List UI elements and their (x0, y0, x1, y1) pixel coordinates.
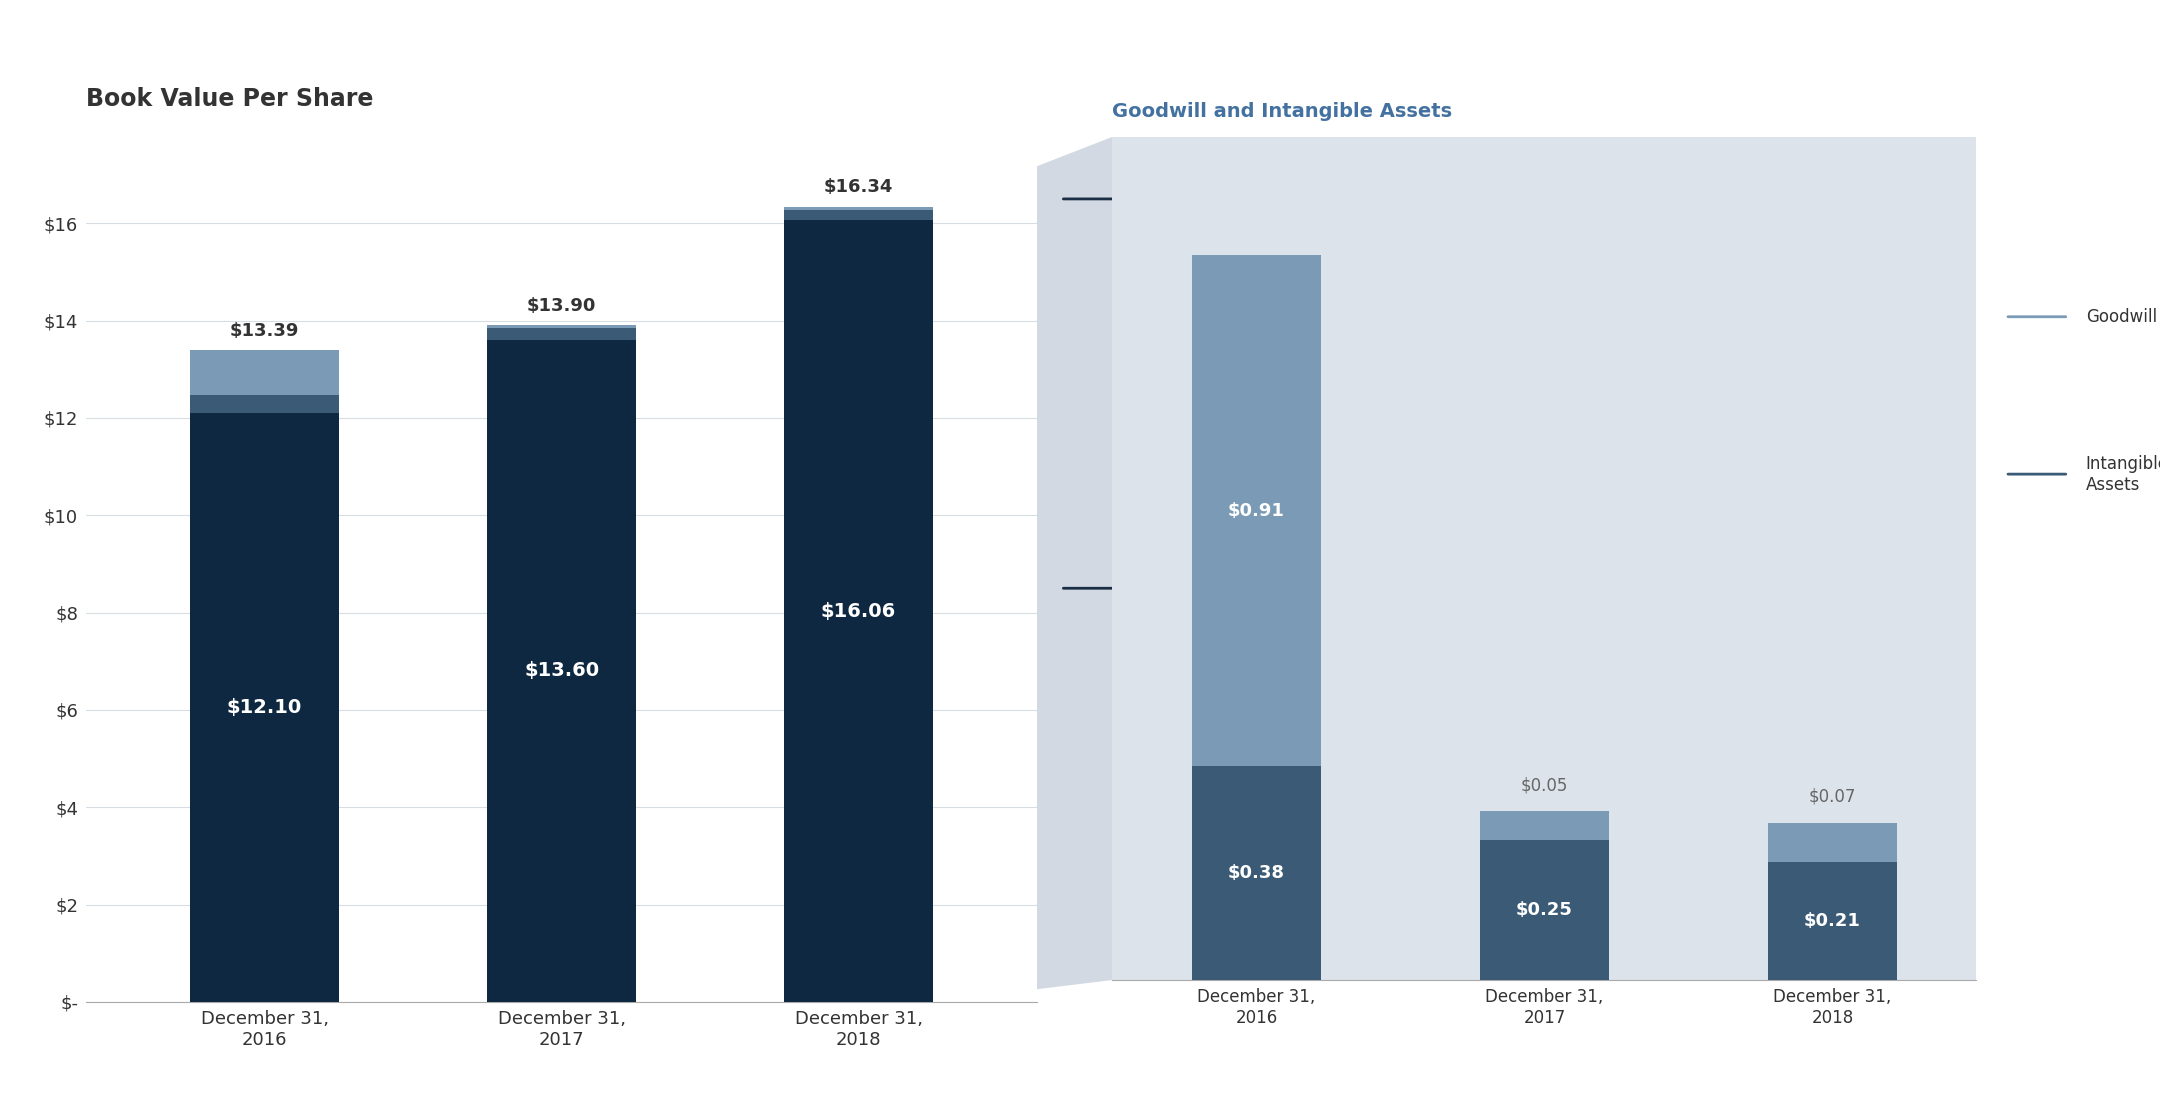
Bar (784, 220, 933, 1002)
Text: $16.06: $16.06 (821, 601, 896, 621)
Bar (190, 350, 339, 394)
Bar (784, 207, 933, 210)
Bar (784, 210, 933, 220)
Text: $0.21: $0.21 (1804, 912, 1860, 930)
Text: Total Book Value
per Share: Total Book Value per Share (1145, 180, 1281, 218)
Bar (1480, 811, 1609, 840)
Bar (1192, 766, 1322, 980)
Text: Other: Other (1145, 579, 1197, 597)
Text: Book Value Per Share Annual Comparison: Book Value Per Share Annual Comparison (754, 50, 1406, 79)
Bar (1767, 862, 1896, 980)
Bar (1192, 255, 1322, 766)
Text: $0.05: $0.05 (1521, 776, 1568, 795)
Text: Book Value Per Share: Book Value Per Share (86, 88, 374, 112)
Bar (190, 394, 339, 413)
Bar (190, 413, 339, 1002)
Text: Goodwill and Intangible Assets: Goodwill and Intangible Assets (1112, 103, 1452, 122)
Text: $13.90: $13.90 (527, 297, 596, 314)
Text: $16.34: $16.34 (823, 178, 894, 196)
Text: Goodwill: Goodwill (2087, 308, 2158, 325)
Text: $0.25: $0.25 (1516, 901, 1572, 919)
Bar (1480, 840, 1609, 980)
Bar (1767, 822, 1896, 862)
Bar (488, 341, 635, 1002)
Text: $13.39: $13.39 (229, 322, 300, 339)
Text: $13.60: $13.60 (525, 661, 598, 680)
Text: $0.91: $0.91 (1229, 502, 1285, 520)
Bar (488, 327, 635, 341)
Text: $0.07: $0.07 (1808, 787, 1855, 806)
Bar (488, 325, 635, 327)
Text: $0.38: $0.38 (1227, 864, 1285, 883)
Text: Intangible
Assets: Intangible Assets (2087, 454, 2160, 494)
Text: $12.10: $12.10 (227, 698, 302, 717)
